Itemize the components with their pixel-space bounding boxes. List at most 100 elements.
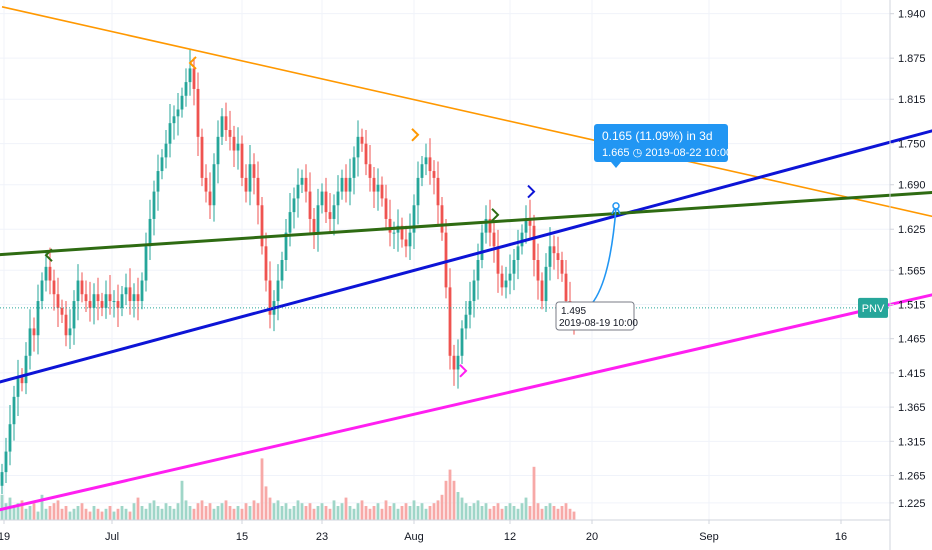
measure-end-point[interactable]: [612, 202, 620, 210]
candle-body: [44, 266, 48, 281]
arrow-right-icon: [459, 364, 468, 378]
magenta-trendline[interactable]: [0, 233, 932, 517]
volume-bar: [288, 508, 292, 520]
arrow-left-icon: [188, 56, 197, 70]
volume-bar: [112, 511, 116, 520]
candle-body: [240, 143, 244, 178]
candle-body: [436, 177, 440, 206]
volume-bar: [76, 506, 80, 520]
candle-body: [56, 294, 60, 308]
price-tick-label: 1.690: [898, 180, 926, 192]
volume-bar: [108, 506, 112, 520]
volume-bar: [64, 506, 68, 520]
candle-body: [304, 177, 308, 192]
candle-body: [236, 143, 240, 151]
candle-body: [216, 136, 220, 165]
volume-bar: [232, 508, 236, 520]
candle-body: [36, 301, 40, 336]
volume-bar: [148, 503, 152, 520]
volume-bar: [36, 511, 40, 520]
volume-bar: [500, 508, 504, 520]
volume-bar: [300, 503, 304, 520]
volume-bar: [212, 508, 216, 520]
trendlines[interactable]: [0, 6, 932, 517]
volume-bar: [340, 503, 344, 520]
candle-body: [212, 164, 216, 206]
measure-sub-text: 1.665 ◷ 2019-08-22 10:00: [602, 147, 732, 159]
candle-body: [224, 116, 228, 130]
orange-trendline[interactable]: [1, 6, 932, 277]
volume-bar: [376, 503, 380, 520]
volume-bar: [296, 500, 300, 520]
candle-body: [496, 246, 500, 274]
volume-bar: [256, 503, 260, 520]
price-tick-label: 1.750: [898, 139, 926, 151]
volume-bar: [536, 503, 540, 520]
candle-body: [516, 246, 520, 260]
candle-body: [204, 177, 208, 192]
volume-bar: [384, 500, 388, 520]
candle-body: [180, 95, 184, 110]
candle-body: [196, 88, 200, 137]
candle-body: [288, 212, 292, 233]
volume-bar: [68, 511, 72, 520]
measure-callout: [594, 124, 728, 162]
candle-body: [320, 191, 324, 206]
measure-tool[interactable]: 0.165 (11.09%) in 3d 1.665 ◷ 2019-08-22 1…: [555, 124, 732, 331]
volume-bar: [236, 506, 240, 520]
candle-body: [172, 116, 176, 124]
candle-body: [176, 109, 180, 117]
candle-body: [220, 116, 224, 137]
volume-bar: [356, 503, 360, 520]
volume-bar: [292, 506, 296, 520]
volume-bar: [408, 506, 412, 520]
candle-body: [184, 82, 188, 96]
candle-body: [552, 246, 556, 254]
volume-bar: [216, 506, 220, 520]
volume-bar: [552, 506, 556, 520]
volume-bar: [140, 506, 144, 520]
candle-body: [400, 225, 404, 240]
volume-bar: [344, 497, 348, 520]
candle-body: [512, 260, 516, 274]
volume-bar: [32, 503, 36, 520]
volume-bar: [128, 511, 132, 520]
blue-trendline[interactable]: [0, 58, 932, 390]
volume-bar: [424, 508, 428, 520]
time-axis[interactable]: 19 Jul 15 23 Aug 12 20 Sep 16: [0, 519, 890, 543]
volume-bar: [448, 469, 452, 520]
candle-body: [284, 232, 288, 260]
candle-body: [0, 472, 4, 486]
candle-body: [404, 239, 408, 247]
candle-body: [544, 266, 548, 302]
candle-body: [380, 184, 384, 199]
candle-body: [208, 191, 212, 206]
volume-bar: [104, 508, 108, 520]
candle-body: [116, 301, 120, 308]
arrow-right-icon: [411, 128, 420, 142]
time-tick-label: 19: [0, 531, 10, 543]
volume-bar: [224, 500, 228, 520]
volume-bar: [388, 506, 392, 520]
candle-body: [384, 198, 388, 219]
candle-body: [72, 301, 76, 329]
measure-start-date: 2019-08-19 10:00: [559, 318, 638, 329]
candle-body: [200, 136, 204, 178]
price-tick-label: 1.225: [898, 498, 926, 510]
volume-bar: [368, 508, 372, 520]
volume-bar: [260, 458, 264, 520]
volume-bar: [228, 506, 232, 520]
candle-body: [168, 123, 172, 144]
price-axis[interactable]: 1.940 1.875 1.815 1.750 1.690 1.625 1.565 1.515…: [889, 0, 926, 550]
candle-body: [68, 328, 72, 336]
candle-body: [96, 294, 100, 302]
candle-body: [4, 451, 8, 473]
candle-body: [252, 164, 256, 178]
green-trendline[interactable]: [0, 174, 932, 257]
volume-bar: [52, 503, 56, 520]
candle-body: [324, 191, 328, 213]
candle-body: [84, 294, 88, 302]
measure-start-value: 1.495: [561, 306, 586, 317]
